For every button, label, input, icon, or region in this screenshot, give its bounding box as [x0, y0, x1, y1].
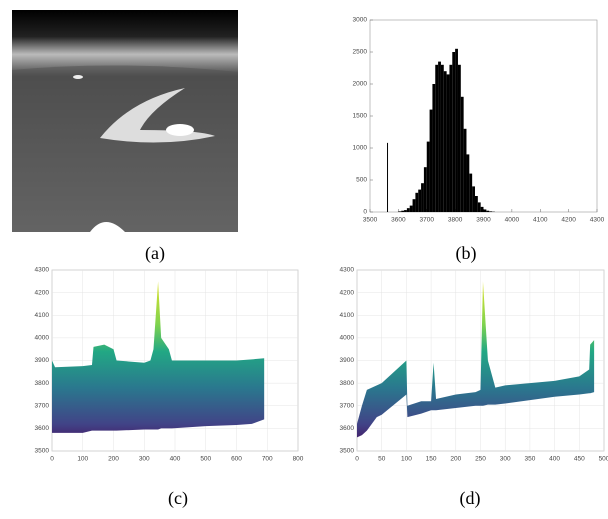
x-tick-label: 3800: [448, 217, 463, 224]
x-tick-label: 400: [170, 456, 181, 463]
histogram-bar: [429, 109, 433, 212]
infrared-image: [12, 10, 238, 232]
histogram-bar: [472, 186, 475, 212]
histogram-bar: [466, 154, 470, 212]
y-tick-label: 1500: [353, 113, 368, 120]
y-tick-label: 4000: [35, 335, 50, 342]
x-tick-label: 300: [500, 456, 511, 463]
histogram-bar: [443, 71, 447, 212]
histogram-bar: [387, 142, 389, 212]
histogram-bar: [401, 210, 405, 212]
histogram-bar: [412, 199, 416, 212]
x-tick-label: 500: [200, 456, 211, 463]
y-tick-label: 4000: [340, 335, 355, 342]
x-tick-label: 100: [77, 456, 88, 463]
x-tick-label: 3500: [363, 217, 378, 224]
surface: [52, 281, 265, 433]
y-tick-label: 1000: [353, 145, 368, 152]
histogram-bar: [477, 202, 481, 212]
y-tick-label: 3800: [35, 380, 50, 387]
y-tick-label: 4200: [340, 289, 355, 296]
x-tick-label: 600: [231, 456, 242, 463]
histogram-bar: [483, 209, 487, 212]
y-tick-label: 500: [356, 177, 367, 184]
x-tick-label: 200: [450, 456, 461, 463]
y-tick-label: 3500: [340, 448, 355, 455]
x-tick-label: 3900: [476, 217, 491, 224]
histogram-bar: [474, 196, 478, 212]
y-tick-label: 3000: [353, 17, 368, 24]
histogram-bar: [409, 205, 413, 212]
histogram-bar: [452, 52, 456, 212]
histogram-bar: [415, 192, 419, 212]
x-tick-label: 150: [426, 456, 437, 463]
x-tick-label: 0: [355, 456, 359, 463]
x-tick-label: 4200: [561, 217, 576, 224]
y-tick-label: 2000: [353, 81, 368, 88]
histogram-bar: [418, 189, 422, 212]
y-tick-label: 3600: [340, 425, 355, 432]
histogram-bar: [406, 208, 410, 212]
x-tick-label: 50: [378, 456, 386, 463]
x-tick-label: 200: [108, 456, 119, 463]
y-tick-label: 4300: [35, 267, 50, 274]
caption: (b): [456, 243, 477, 264]
x-tick-label: 800: [293, 456, 304, 463]
x-tick-label: 250: [475, 456, 486, 463]
histogram-bar: [469, 173, 473, 212]
plot-area: [369, 19, 598, 213]
x-tick-label: 3700: [420, 217, 435, 224]
y-tick-label: 0: [363, 209, 367, 216]
surface: [357, 281, 595, 438]
histogram-bar: [463, 128, 467, 212]
x-tick-label: 700: [262, 456, 273, 463]
y-tick-label: 3800: [340, 380, 355, 387]
histogram-bar: [486, 210, 490, 212]
histogram-bar: [421, 183, 424, 212]
x-tick-label: 4300: [590, 217, 605, 224]
x-tick-label: 350: [524, 456, 535, 463]
y-tick-label: 3600: [35, 425, 50, 432]
y-tick-label: 3700: [340, 402, 355, 409]
y-tick-label: 2500: [353, 49, 368, 56]
histogram-bar: [440, 64, 444, 212]
y-tick-label: 4200: [35, 289, 50, 296]
histogram-bar: [449, 64, 453, 212]
y-tick-label: 3900: [340, 357, 355, 364]
histogram-bar: [398, 211, 402, 212]
histogram-bar: [457, 64, 461, 212]
histogram-bar: [423, 167, 427, 212]
x-tick-label: 300: [139, 456, 150, 463]
x-tick-label: 0: [50, 456, 54, 463]
histogram-bar: [455, 48, 458, 212]
histogram-bar: [432, 84, 436, 212]
caption: (c): [168, 488, 188, 509]
y-tick-label: 3700: [35, 402, 50, 409]
histogram-bar: [489, 211, 493, 212]
histogram-bar: [435, 64, 439, 212]
y-tick-label: 4100: [35, 312, 50, 319]
x-tick-label: 100: [401, 456, 412, 463]
caption: (d): [460, 488, 481, 509]
x-tick-label: 400: [549, 456, 560, 463]
x-tick-label: 3600: [391, 217, 406, 224]
histogram-bar: [426, 141, 430, 212]
histogram-bar: [404, 210, 407, 212]
x-tick-label: 4100: [533, 217, 548, 224]
caption: (a): [145, 243, 165, 264]
y-tick-label: 4300: [340, 267, 355, 274]
y-tick-label: 3900: [35, 357, 50, 364]
y-tick-label: 4100: [340, 312, 355, 319]
histogram-bar: [446, 74, 450, 213]
histogram-bar: [460, 96, 464, 212]
histogram-bar: [438, 61, 441, 212]
histogram-bar: [480, 206, 484, 212]
x-tick-label: 4000: [505, 217, 520, 224]
x-tick-label: 450: [574, 456, 585, 463]
y-tick-label: 3500: [35, 448, 50, 455]
x-tick-label: 500: [599, 456, 608, 463]
